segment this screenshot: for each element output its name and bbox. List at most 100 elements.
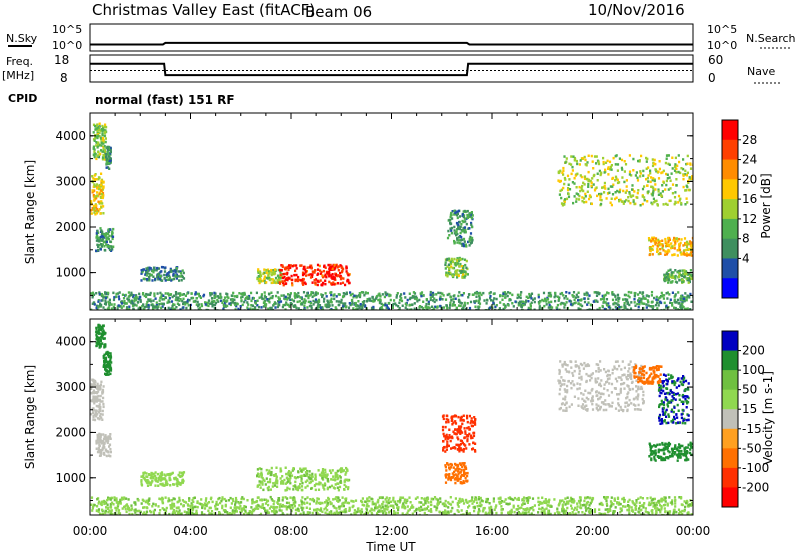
cpid-label: CPID	[8, 92, 37, 105]
velocity-colorbar-tick-0: 200	[742, 344, 765, 358]
freq-tick-top: 18	[54, 53, 69, 67]
velocity-colorbar-swatch-6	[722, 448, 738, 469]
velocity-region-9	[632, 364, 663, 385]
x-tick-2: 08:00	[274, 524, 309, 538]
power-region-7	[446, 209, 474, 248]
power-colorbar-swatch-8	[722, 278, 738, 299]
power-ylabel: Slant Range [km]	[23, 160, 37, 264]
nave-label: Nave	[747, 65, 775, 78]
nsearch-tick-bottom: 10^0	[707, 39, 737, 52]
power-colorbar-tick-4: 12	[742, 212, 757, 226]
power-x-ticks	[89, 113, 694, 310]
power-colorbar-swatch-7	[722, 258, 738, 279]
velocity-region-10	[657, 373, 690, 425]
power-data	[90, 122, 693, 310]
velocity-data	[90, 323, 693, 515]
x-tick-4: 16:00	[475, 524, 510, 538]
velocity-colorbar-tick-6: -100	[742, 461, 769, 475]
x-tick-6: 00:00	[676, 524, 711, 538]
nsky-line	[90, 41, 693, 46]
velocity-colorbar-swatch-8	[722, 487, 738, 508]
power-colorbar-swatch-1	[722, 139, 738, 161]
power-y-ticks: 4000 3000 2000 1000	[55, 112, 693, 296]
power-colorbar-swatch-3	[722, 179, 738, 200]
freq-panel: Freq. [MHz] 18 8 60 0 Nave	[2, 53, 780, 85]
power-ytick-1: 3000	[55, 174, 86, 188]
power-colorbar-tick-0: 28	[742, 133, 757, 147]
power-colorbar-tick-5: 8	[742, 232, 750, 246]
power-region-8	[444, 256, 469, 279]
velocity-colorbar-tick-7: -200	[742, 480, 769, 494]
nave-tick-bottom: 0	[708, 71, 716, 85]
velocity-region-1	[95, 323, 107, 349]
power-region-10	[647, 236, 693, 257]
power-region-2	[95, 227, 115, 253]
x-tick-0: 00:00	[73, 524, 108, 538]
power-colorbar-label: Power [dB]	[759, 173, 773, 238]
power-region-11	[663, 268, 693, 284]
x-tick-1: 04:00	[173, 524, 208, 538]
freq-tick-bottom: 8	[60, 71, 68, 85]
power-colorbar-swatch-5	[722, 218, 738, 240]
velocity-region-2	[102, 350, 113, 376]
x-axis-label: Time UT	[365, 540, 416, 554]
figure-title: Christmas Valley East (fitACF)	[92, 1, 315, 19]
power-colorbar-tick-1: 24	[742, 153, 757, 167]
velocity-colorbar-swatch-4	[722, 409, 738, 430]
power-region-3	[105, 145, 112, 170]
power-colorbar-swatch-6	[722, 238, 738, 259]
velocity-colorbar-tick-2: 50	[742, 383, 757, 397]
velocity-region-11	[648, 441, 693, 462]
nsearch-tick-top: 10^5	[707, 23, 737, 36]
freq-unit: [MHz]	[2, 69, 34, 82]
velocity-colorbar-tick-4: -15	[742, 422, 762, 436]
velocity-region-4	[140, 471, 186, 488]
velocity-region-3	[95, 432, 112, 458]
power-colorbar-swatch-0	[722, 120, 738, 141]
nsky-series	[90, 41, 693, 46]
nsearch-label: N.Search	[746, 32, 796, 45]
power-region-9	[557, 154, 693, 207]
power-colorbar-swatch-2	[722, 159, 738, 180]
velocity-colorbar-swatch-7	[722, 467, 738, 488]
power-colorbar-swatch-4	[722, 199, 738, 220]
velocity-colorbar-label: Velocity [m s-1]	[761, 371, 775, 465]
velocity-colorbar-tick-3: 15	[742, 402, 757, 416]
nsky-tick-bottom: 10^0	[52, 39, 82, 52]
power-region-6	[278, 263, 351, 287]
velocity-y-ticks: 4000 3000 2000 1000	[55, 318, 693, 501]
velocity-region-6	[441, 414, 477, 453]
velocity-ytick-3: 1000	[55, 471, 86, 485]
velocity-ytick-2: 2000	[55, 425, 86, 439]
velocity-colorbar-swatch-0	[722, 331, 738, 352]
velocity-ylabel: Slant Range [km]	[23, 365, 37, 469]
nsky-tick-top: 10^5	[52, 23, 82, 36]
velocity-region-5	[256, 466, 351, 492]
power-colorbar-tick-2: 20	[742, 172, 757, 186]
velocity-panel: 4000 3000 2000 1000 00:00 04:00 08:00 12:00 16:…	[23, 318, 775, 554]
cpid-text: normal (fast) 151 RF	[95, 93, 235, 107]
velocity-colorbar-tick-1: 100	[742, 363, 765, 377]
velocity-region-12	[90, 495, 693, 515]
nsky-label: N.Sky	[6, 32, 38, 45]
velocity-colorbar-swatch-1	[722, 350, 738, 371]
velocity-colorbar-swatch-3	[722, 389, 738, 410]
power-region-12	[90, 290, 693, 310]
velocity-x-ticks: 00:00 04:00 08:00 12:00 16:00 20:00 00:00	[73, 319, 711, 538]
power-colorbar-tick-6: 4	[742, 251, 750, 265]
freq-label: Freq.	[6, 55, 33, 68]
velocity-ytick-1: 3000	[55, 380, 86, 394]
power-ytick-2: 2000	[55, 220, 86, 234]
power-ytick-3: 1000	[55, 266, 86, 280]
power-panel: 4000 3000 2000 1000 Slant Range [km] 28 24 20…	[23, 112, 773, 311]
power-region-0	[90, 172, 105, 216]
velocity-region-0	[90, 378, 105, 422]
x-tick-5: 20:00	[575, 524, 610, 538]
velocity-region-8	[557, 360, 645, 413]
date-label: 10/Nov/2016	[588, 1, 685, 19]
freq-series	[90, 62, 693, 77]
x-tick-3: 12:00	[374, 524, 409, 538]
velocity-colorbar-swatch-5	[722, 428, 738, 449]
velocity-colorbar-tick-5: -50	[742, 441, 762, 455]
